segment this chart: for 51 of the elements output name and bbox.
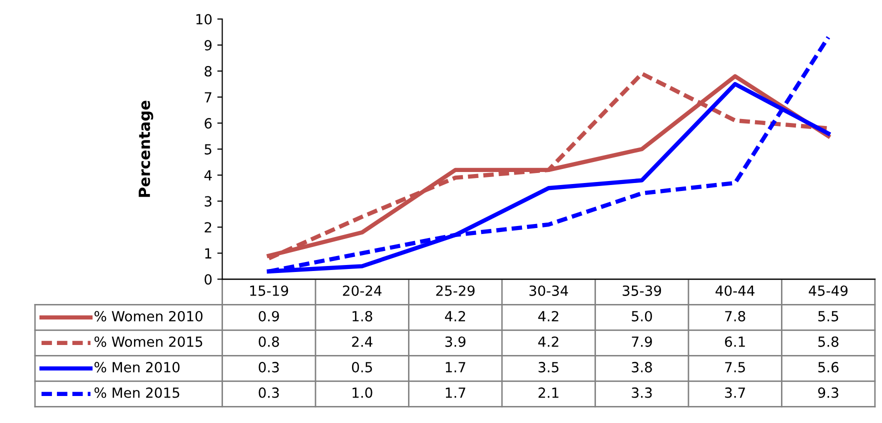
x-tick-label: 30-34 [529, 285, 568, 296]
data-label: 0.5 [352, 362, 372, 372]
data-label: 3.3 [632, 387, 652, 398]
data-label: 7.9 [632, 336, 652, 347]
data-label: 5.5 [818, 311, 838, 322]
y-tick-label: 1 [205, 248, 212, 258]
data-label: 0.3 [258, 362, 279, 372]
data-label: 5.8 [818, 336, 838, 347]
data-label: 0.3 [258, 387, 279, 398]
legend-label: % Men 2015 [94, 387, 180, 398]
x-tick-label: 40-44 [716, 285, 754, 296]
data-label: 4.2 [538, 310, 558, 322]
data-label: 1.8 [352, 310, 372, 322]
x-tick-label: 45-49 [808, 285, 848, 296]
y-tick-label: 5 [204, 144, 212, 155]
data-label: 4.2 [538, 336, 558, 347]
y-tick-label: 8 [204, 66, 212, 77]
y-tick-label: 10 [196, 14, 212, 25]
y-tick-label: 4 [204, 170, 212, 180]
x-tick-label: 15-19 [250, 285, 288, 296]
legend-label: % Women 2015 [94, 336, 202, 347]
data-label: 1.7 [446, 388, 466, 398]
data-label: 2.1 [538, 387, 558, 398]
x-tick-label: 20-24 [342, 285, 382, 296]
data-label: 1.7 [446, 362, 466, 372]
data-label: 3.5 [538, 362, 558, 372]
data-label: 3.8 [632, 362, 652, 372]
data-label: 3.9 [445, 336, 466, 347]
x-tick-label: 35-39 [622, 285, 662, 296]
y-tick-label: 7 [204, 92, 212, 102]
y-tick-label: 9 [204, 40, 212, 51]
x-tick-label: 25-29 [436, 285, 475, 296]
y-tick-label: 6 [204, 118, 212, 129]
data-label: 0.9 [258, 310, 279, 322]
y-tick-label: 2 [204, 222, 212, 232]
data-label: 7.8 [725, 310, 746, 322]
data-label: 2.4 [352, 336, 372, 347]
data-label: 4.2 [445, 310, 466, 322]
data-label: 1.0 [352, 387, 372, 398]
data-label: 6.1 [725, 336, 745, 347]
y-tick-label: 0 [204, 274, 212, 285]
data-label: 7.5 [725, 362, 745, 372]
y-tick-label: 3 [204, 196, 212, 207]
y-axis-title: Percentage [138, 100, 154, 197]
legend-label: % Men 2010 [94, 362, 180, 372]
data-label: 3.7 [725, 387, 745, 398]
data-label: 5.6 [818, 362, 838, 372]
data-label: 0.8 [258, 336, 279, 347]
data-label: 9.3 [818, 387, 838, 398]
data-label: 5.0 [632, 310, 652, 322]
legend-label: % Women 2010 [94, 310, 202, 322]
